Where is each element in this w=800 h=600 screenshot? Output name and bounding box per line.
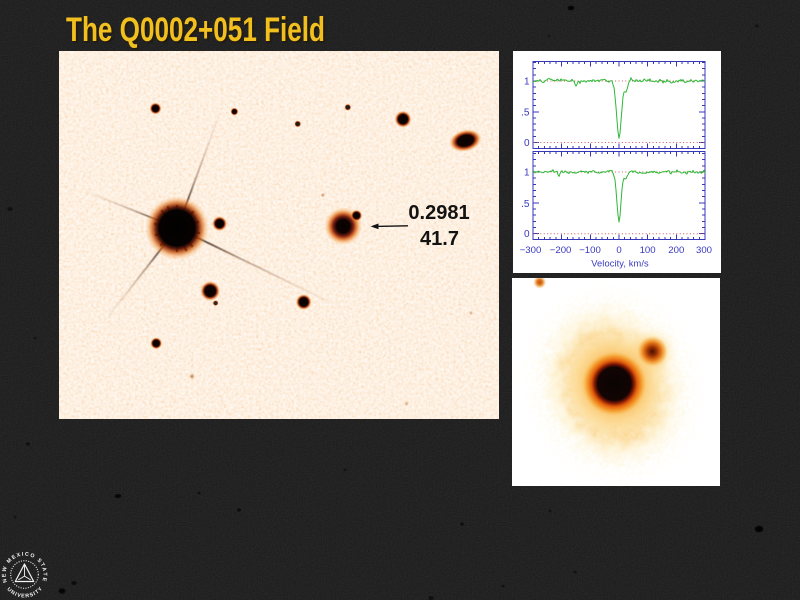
svg-text:41.7: 41.7 bbox=[420, 228, 459, 250]
svg-text:0: 0 bbox=[616, 245, 621, 256]
svg-text:0: 0 bbox=[524, 138, 530, 149]
svg-text:0.2981: 0.2981 bbox=[408, 202, 469, 224]
svg-text:300: 300 bbox=[696, 245, 712, 256]
svg-text:−300: −300 bbox=[520, 245, 542, 256]
svg-text:1: 1 bbox=[524, 168, 530, 179]
svg-text:.5: .5 bbox=[521, 199, 530, 210]
svg-text:.5: .5 bbox=[521, 108, 530, 119]
svg-text:The Q0002+051 Field: The Q0002+051 Field bbox=[66, 11, 325, 49]
svg-text:Velocity, km/s: Velocity, km/s bbox=[591, 259, 649, 269]
svg-text:200: 200 bbox=[668, 245, 684, 256]
svg-text:The Q0002+051 Field: The Q0002+051 Field bbox=[68, 13, 327, 51]
svg-text:1: 1 bbox=[524, 77, 530, 88]
svg-text:0: 0 bbox=[524, 229, 530, 240]
svg-text:−100: −100 bbox=[579, 245, 601, 256]
svg-text:100: 100 bbox=[640, 245, 656, 256]
svg-text:−200: −200 bbox=[550, 245, 572, 256]
